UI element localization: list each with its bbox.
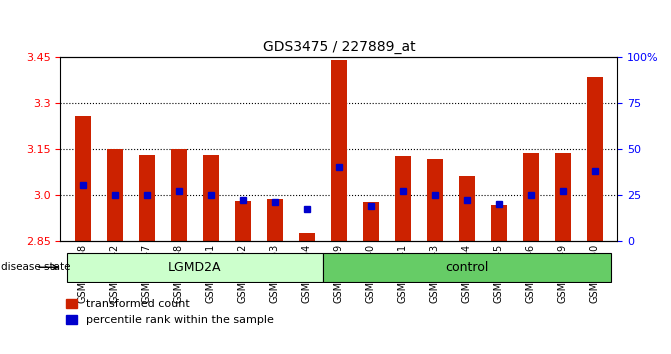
FancyBboxPatch shape — [323, 253, 611, 282]
Legend: transformed count, percentile rank within the sample: transformed count, percentile rank withi… — [66, 299, 274, 325]
Bar — [555, 153, 571, 241]
Bar — [171, 149, 187, 241]
Bar — [395, 156, 411, 241]
Bar — [299, 233, 315, 241]
Bar — [523, 153, 539, 241]
Bar — [235, 201, 251, 241]
Bar — [427, 159, 443, 241]
Bar — [74, 116, 91, 241]
Bar — [203, 155, 219, 241]
Text: LGMD2A: LGMD2A — [168, 261, 221, 274]
Bar — [107, 149, 123, 241]
Bar — [363, 202, 379, 241]
Title: GDS3475 / 227889_at: GDS3475 / 227889_at — [262, 40, 415, 54]
Text: disease state: disease state — [1, 262, 71, 272]
Bar — [267, 199, 283, 241]
Bar — [139, 155, 155, 241]
Bar — [587, 76, 603, 241]
FancyBboxPatch shape — [67, 253, 323, 282]
Bar — [331, 60, 347, 241]
Text: control: control — [445, 261, 488, 274]
Bar — [491, 205, 507, 241]
Bar — [459, 176, 475, 241]
